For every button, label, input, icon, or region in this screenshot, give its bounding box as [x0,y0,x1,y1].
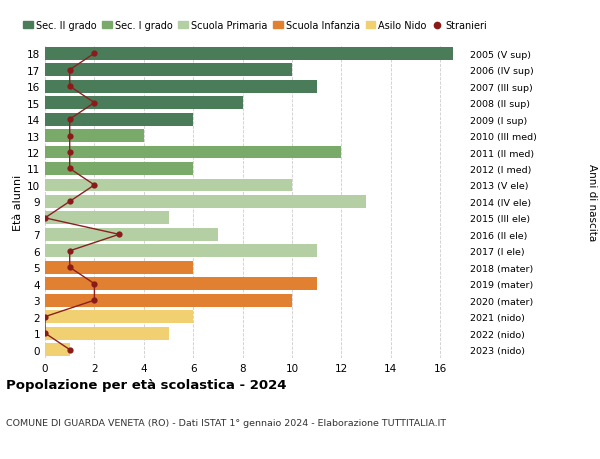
Bar [45,229,218,241]
Bar [45,311,193,323]
Bar [45,245,317,257]
Bar [45,48,452,61]
Text: COMUNE DI GUARDA VENETA (RO) - Dati ISTAT 1° gennaio 2024 - Elaborazione TUTTITA: COMUNE DI GUARDA VENETA (RO) - Dati ISTA… [6,418,446,427]
Bar [45,97,242,110]
Text: Anni di nascita: Anni di nascita [587,163,597,241]
Y-axis label: Età alunni: Età alunni [13,174,23,230]
Bar [45,81,317,93]
Bar [45,130,144,143]
Bar [45,196,366,208]
Bar [45,343,70,356]
Bar [45,327,169,340]
Legend: Sec. II grado, Sec. I grado, Scuola Primaria, Scuola Infanzia, Asilo Nido, Stran: Sec. II grado, Sec. I grado, Scuola Prim… [19,17,491,35]
Bar [45,162,193,175]
Bar [45,179,292,192]
Bar [45,212,169,225]
Bar [45,278,317,291]
Bar [45,113,193,126]
Bar [45,294,292,307]
Text: Popolazione per età scolastica - 2024: Popolazione per età scolastica - 2024 [6,379,287,392]
Bar [45,261,193,274]
Bar [45,146,341,159]
Bar [45,64,292,77]
